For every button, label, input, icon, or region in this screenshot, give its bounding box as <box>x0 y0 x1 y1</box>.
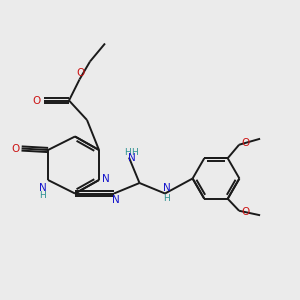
Text: O: O <box>76 68 85 78</box>
Text: H: H <box>39 190 46 200</box>
Text: H: H <box>124 148 131 157</box>
Text: O: O <box>11 143 19 154</box>
Text: H: H <box>163 194 170 203</box>
Text: H: H <box>131 148 138 157</box>
Text: N: N <box>163 183 170 193</box>
Text: N: N <box>128 153 135 164</box>
Text: O: O <box>242 138 250 148</box>
Text: N: N <box>102 173 110 184</box>
Text: N: N <box>39 183 46 194</box>
Text: N: N <box>112 195 119 205</box>
Text: O: O <box>242 207 250 217</box>
Text: O: O <box>33 95 41 106</box>
